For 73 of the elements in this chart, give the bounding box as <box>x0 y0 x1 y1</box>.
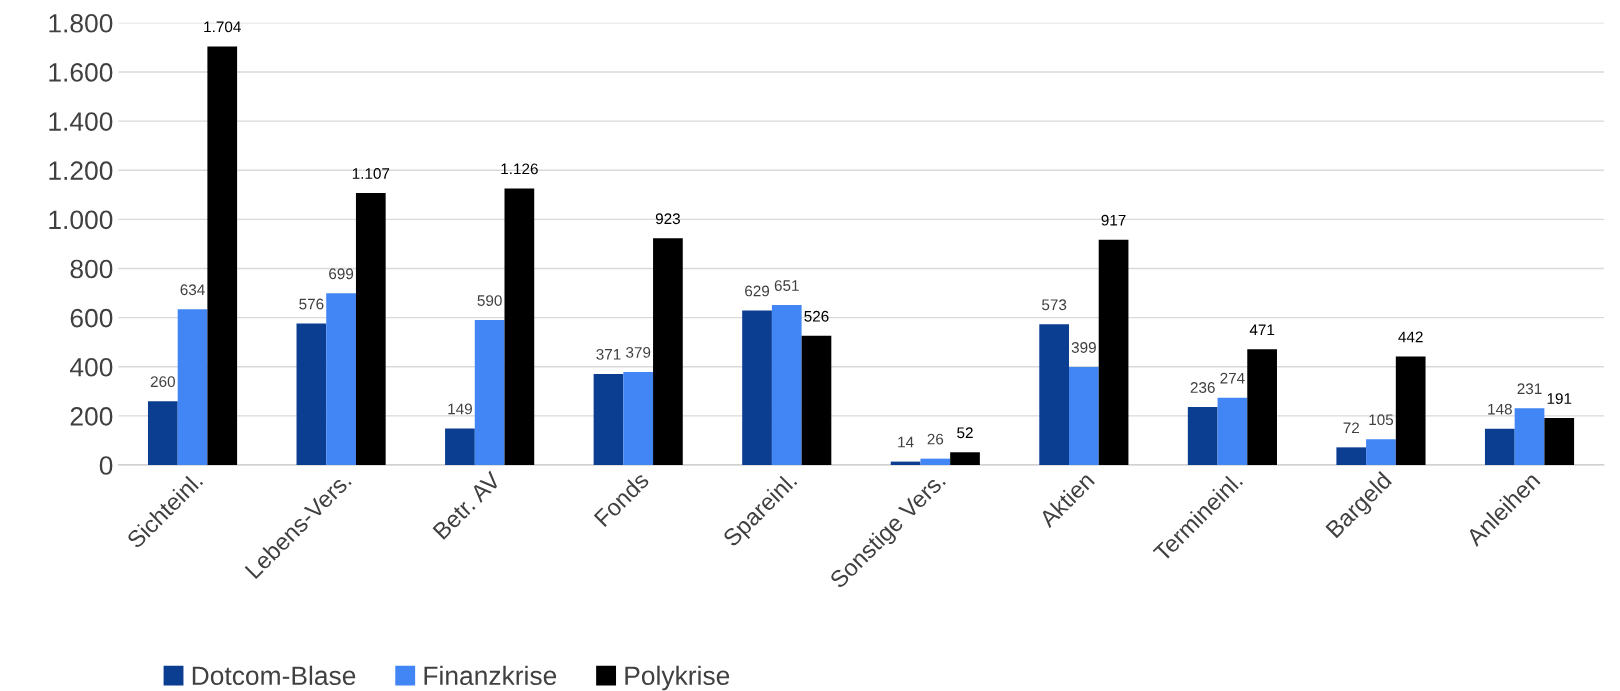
y-tick-label: 400 <box>69 357 113 377</box>
data-label: 629 <box>745 285 770 297</box>
bar <box>653 238 683 466</box>
legend-label: Finanzkrise <box>424 665 557 686</box>
bar <box>445 428 475 466</box>
bar <box>1514 408 1545 466</box>
y-tick-label: 1.200 <box>49 161 113 181</box>
data-label: 442 <box>1398 331 1423 343</box>
bar <box>296 323 327 466</box>
bar <box>1217 397 1248 466</box>
data-label: 399 <box>1071 342 1096 353</box>
data-label: 191 <box>1547 393 1572 404</box>
bar <box>593 373 624 466</box>
bar <box>177 309 208 466</box>
bar <box>326 293 356 466</box>
data-label: 526 <box>804 310 829 322</box>
data-label: 72 <box>1343 422 1359 434</box>
data-label: 236 <box>1190 382 1215 393</box>
data-label: 1.704 <box>204 21 241 33</box>
y-tick-label: 1.600 <box>49 63 113 82</box>
bar <box>147 401 178 466</box>
data-label: 1.107 <box>352 168 390 179</box>
data-label: 379 <box>626 346 651 358</box>
data-label: 231 <box>1517 383 1542 395</box>
legend-label: Dotcom-Blase <box>192 665 356 686</box>
bar <box>207 46 238 466</box>
bar <box>1187 407 1218 466</box>
data-label: 26 <box>927 433 944 445</box>
bar <box>474 320 505 466</box>
data-label: 105 <box>1369 414 1394 426</box>
bar <box>1098 239 1129 466</box>
y-tick-label: 1.800 <box>49 13 113 33</box>
y-tick-label: 1.400 <box>49 112 113 131</box>
data-label: 274 <box>1220 372 1245 384</box>
bar <box>1039 324 1070 466</box>
bar <box>1366 439 1396 466</box>
bar <box>950 452 980 466</box>
data-label: 590 <box>477 295 502 306</box>
bar <box>801 335 832 466</box>
data-label: 923 <box>655 213 680 225</box>
bar <box>771 305 802 466</box>
data-label: 471 <box>1249 324 1275 336</box>
legend-label: Polykrise <box>625 665 730 691</box>
y-tick-label: 1.000 <box>49 210 113 230</box>
data-label: 576 <box>299 298 324 310</box>
data-label: 14 <box>898 436 914 448</box>
bar <box>623 371 654 466</box>
bar <box>742 310 772 466</box>
bar <box>1484 428 1515 466</box>
y-tick-label: 200 <box>70 407 113 426</box>
bar <box>920 458 951 466</box>
x-tick-label: Betr. AV <box>432 470 502 540</box>
y-tick-label: 800 <box>70 259 113 279</box>
data-label: 148 <box>1488 403 1512 415</box>
data-label: 651 <box>774 280 799 291</box>
data-label: 52 <box>957 427 973 439</box>
data-label: 573 <box>1042 299 1067 311</box>
data-label: 371 <box>596 348 621 360</box>
bar <box>1069 367 1099 466</box>
data-label: 149 <box>448 403 472 415</box>
y-tick-label: 600 <box>70 308 113 328</box>
bar <box>1336 447 1367 466</box>
bar <box>355 193 386 466</box>
data-label: 260 <box>150 376 175 388</box>
data-label: 917 <box>1101 214 1126 226</box>
bar <box>1247 349 1277 466</box>
bar <box>1395 356 1426 466</box>
bar <box>504 188 535 466</box>
y-tick-label: 0 <box>99 456 113 475</box>
data-label: 1.126 <box>501 163 538 175</box>
data-label: 699 <box>329 268 354 280</box>
bar <box>1544 418 1575 466</box>
data-label: 634 <box>180 284 205 296</box>
